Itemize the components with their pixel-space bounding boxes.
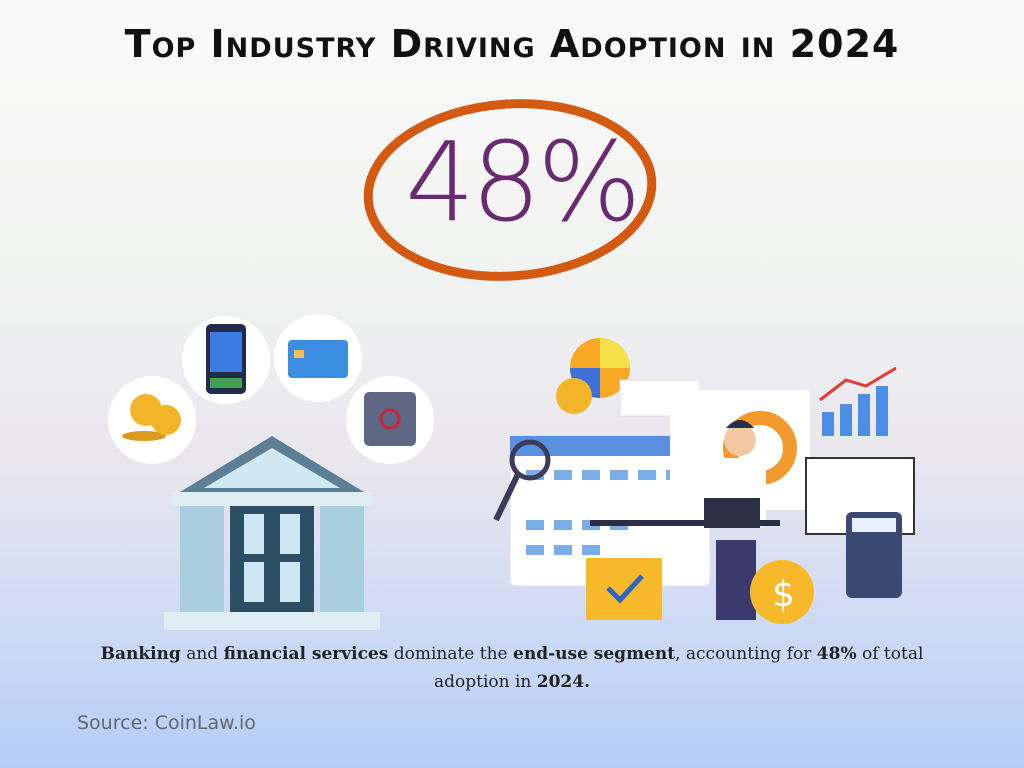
page-title: Top Industry Driving Adoption in 2024 (124, 22, 900, 66)
bank-building-icon (164, 436, 380, 630)
highlight-percent: 48% (405, 118, 641, 246)
caption-bold: 48% (816, 644, 857, 664)
caption-text: dominate the (388, 644, 514, 664)
caption-bold: Banking (100, 644, 181, 664)
coins-icon (108, 376, 196, 464)
credit-card-icon (274, 314, 362, 402)
source-credit: Source: CoinLaw.io (77, 712, 256, 734)
svg-text:$: $ (772, 574, 795, 615)
pos-terminal-icon (182, 316, 270, 404)
safe-icon (346, 376, 434, 464)
caption-bold: end-use segment (513, 644, 676, 664)
caption-bold: financial services (223, 644, 389, 664)
caption-text: and (180, 644, 224, 664)
caption: Banking and financial services dominate … (100, 640, 924, 696)
caption-text: , accounting for (675, 644, 817, 664)
orange-ring-icon (363, 99, 657, 281)
finance-worker-illustration: $ (493, 338, 915, 624)
caption-text: of total adoption in (433, 644, 924, 692)
caption-bold: 2024. (536, 672, 590, 692)
